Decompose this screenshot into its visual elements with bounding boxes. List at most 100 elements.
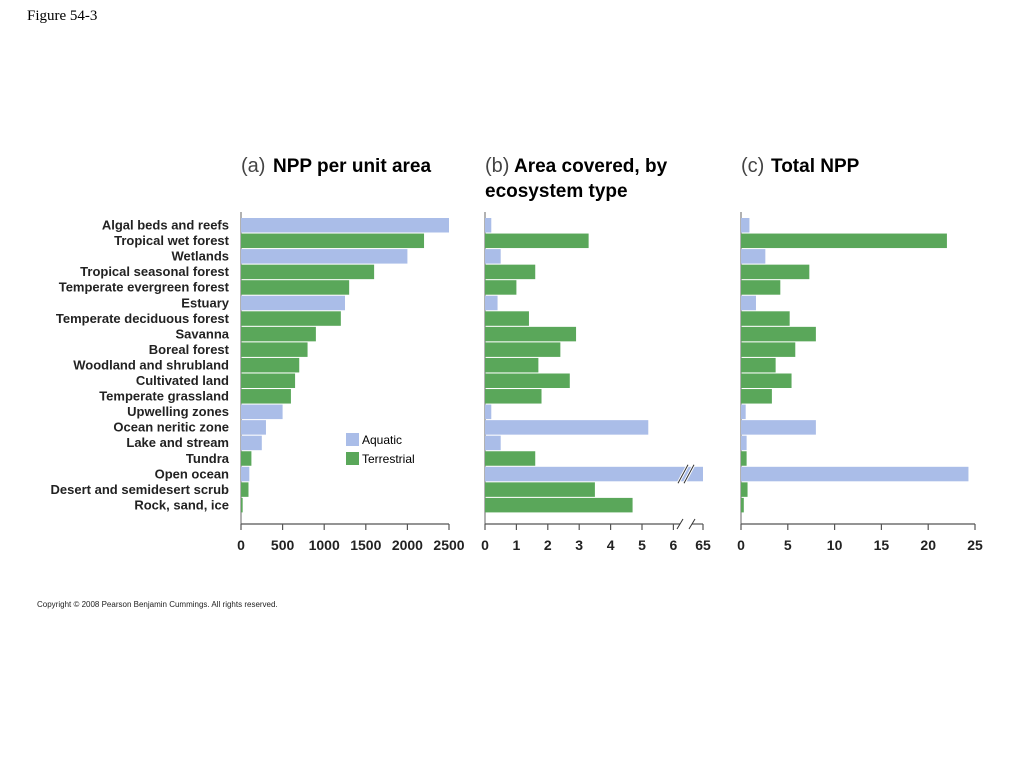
panel-b-tick-label: 65 [695, 537, 711, 553]
panel-c-bar-ocean-neritic-zone [741, 420, 816, 435]
category-label-temperate-deciduous-forest: Temperate deciduous forest [56, 311, 230, 326]
category-label-desert-and-semidesert-scrub: Desert and semidesert scrub [51, 482, 230, 497]
panel-c-tick-label: 15 [874, 537, 890, 553]
panel-b-bar-temperate-grassland [485, 389, 542, 404]
panel-a-bar-cultivated-land [241, 373, 296, 388]
copyright-notice: Copyright © 2008 Pearson Benjamin Cummin… [37, 600, 278, 609]
panel-b-bar-break-mark [677, 464, 689, 484]
panel-c-tick-label: 10 [827, 537, 843, 553]
panel-b-bar-ocean-neritic-zone [485, 420, 649, 435]
panel-c-tick-label: 20 [920, 537, 936, 553]
panel-c-bar-woodland-and-shrubland [741, 357, 776, 373]
panel-a-bar-open-ocean [241, 466, 250, 482]
panel-a-bar-tropical-seasonal-forest [241, 264, 375, 280]
panel-c-tick-label: 5 [784, 537, 792, 553]
panel-b-bar-desert-and-semidesert-scrub [485, 482, 595, 497]
panel-c-bar-wetlands [741, 249, 766, 264]
panel-c-bar-temperate-grassland [741, 389, 772, 404]
panel-b-bar-tropical-wet-forest [485, 233, 589, 249]
panel-c-letter: (c) [741, 155, 764, 177]
panel-c-bar-upwelling-zones [741, 404, 746, 420]
panel-a-bar-estuary [241, 295, 345, 311]
panel-b-tick-label: 5 [638, 537, 646, 553]
panel-b-bar-lake-and-stream [485, 435, 501, 451]
panel-c-bar-desert-and-semidesert-scrub [741, 482, 748, 497]
panel-c-bar-lake-and-stream [741, 435, 747, 451]
panel-a-tick-label: 2500 [433, 537, 464, 553]
panel-b-title-line-1: Area covered, by [514, 156, 668, 177]
figure-label: Figure 54-3 [27, 8, 98, 24]
panel-b-tick-label: 4 [607, 537, 615, 553]
panel-a-title: NPP per unit area [273, 156, 431, 177]
category-label-tropical-wet-forest: Tropical wet forest [114, 233, 230, 248]
category-label-tropical-seasonal-forest: Tropical seasonal forest [80, 264, 230, 279]
panel-b-bar-boreal-forest [485, 342, 561, 357]
panel-c-bar-algal-beds-and-reefs [741, 218, 750, 233]
panel-a-bar-tropical-wet-forest [241, 233, 425, 249]
category-label-algal-beds-and-reefs: Algal beds and reefs [102, 218, 229, 233]
panel-b-tick-label: 2 [544, 537, 552, 553]
category-label-rock-sand-ice: Rock, sand, ice [134, 497, 229, 512]
panel-b-tick-label: 0 [481, 537, 489, 553]
panel-c-tick-label: 25 [967, 537, 983, 553]
panel-b-tick-label: 6 [670, 537, 678, 553]
panel-c-bar-temperate-deciduous-forest [741, 311, 790, 326]
panel-b-tick-label: 3 [575, 537, 583, 553]
panel-a-bar-savanna [241, 326, 316, 342]
panel-c-bar-boreal-forest [741, 342, 796, 357]
panel-b-bar-temperate-evergreen-forest [485, 280, 517, 295]
category-label-savanna: Savanna [176, 326, 230, 341]
panel-b-bar-savanna [485, 326, 577, 342]
panel-c-bar-tundra [741, 451, 747, 466]
panel-c-bar-tropical-wet-forest [741, 233, 947, 249]
panel-a-letter: (a) [241, 155, 265, 177]
category-label-open-ocean: Open ocean [155, 466, 229, 481]
category-label-temperate-grassland: Temperate grassland [99, 389, 229, 404]
panel-b-bar-open-ocean [485, 466, 703, 482]
panel-c-bar-open-ocean [741, 466, 969, 482]
panel-b-bar-break-mark [683, 464, 695, 484]
panel-c-bar-rock-sand-ice [741, 497, 744, 513]
panel-a-bar-boreal-forest [241, 342, 308, 357]
panel-b-bar-algal-beds-and-reefs [485, 218, 492, 233]
panel-b-letter: (b) [485, 155, 509, 177]
panel-c-bar-estuary [741, 295, 756, 311]
panel-c-tick-label: 0 [737, 537, 745, 553]
category-label-upwelling-zones: Upwelling zones [127, 404, 229, 419]
panel-a-tick-label: 1000 [309, 537, 340, 553]
legend-label-aquatic: Aquatic [362, 433, 402, 447]
panel-b-bar-temperate-deciduous-forest [485, 311, 529, 326]
panel-b-bar-cultivated-land [485, 373, 570, 388]
category-label-ocean-neritic-zone: Ocean neritic zone [113, 420, 229, 435]
panel-a-tick-label: 1500 [350, 537, 381, 553]
panel-a-bar-rock-sand-ice [241, 497, 243, 513]
panel-b-bar-rock-sand-ice [485, 497, 633, 513]
panel-b-bar-upwelling-zones [485, 404, 492, 420]
panel-a-tick-label: 500 [271, 537, 295, 553]
panel-b-bar-tropical-seasonal-forest [485, 264, 536, 280]
panel-b-tick-label: 1 [513, 537, 521, 553]
panel-a-bar-wetlands [241, 249, 408, 264]
category-label-temperate-evergreen-forest: Temperate evergreen forest [59, 280, 230, 295]
legend-swatch-aquatic [346, 433, 359, 446]
panel-b-bar-woodland-and-shrubland [485, 357, 539, 373]
panel-c-title: Total NPP [771, 156, 860, 177]
legend-label-terrestrial: Terrestrial [362, 452, 415, 466]
panel-a-bar-temperate-deciduous-forest [241, 311, 341, 326]
panel-a-tick-label: 0 [237, 537, 245, 553]
panel-c-bar-cultivated-land [741, 373, 792, 388]
panel-c-bar-tropical-seasonal-forest [741, 264, 810, 280]
category-label-estuary: Estuary [181, 295, 229, 310]
panel-a-bar-algal-beds-and-reefs [241, 218, 449, 233]
panel-b-axis-break-mark [688, 518, 696, 530]
panel-a-tick-label: 2000 [392, 537, 423, 553]
panel-a-bar-tundra [241, 451, 252, 466]
panel-c-bar-temperate-evergreen-forest [741, 280, 781, 295]
legend-swatch-terrestrial [346, 452, 359, 465]
panel-a-bar-ocean-neritic-zone [241, 420, 266, 435]
panel-a-bar-temperate-evergreen-forest [241, 280, 350, 295]
panel-a-bar-temperate-grassland [241, 389, 291, 404]
panel-a-bar-woodland-and-shrubland [241, 357, 300, 373]
category-label-tundra: Tundra [186, 451, 230, 466]
